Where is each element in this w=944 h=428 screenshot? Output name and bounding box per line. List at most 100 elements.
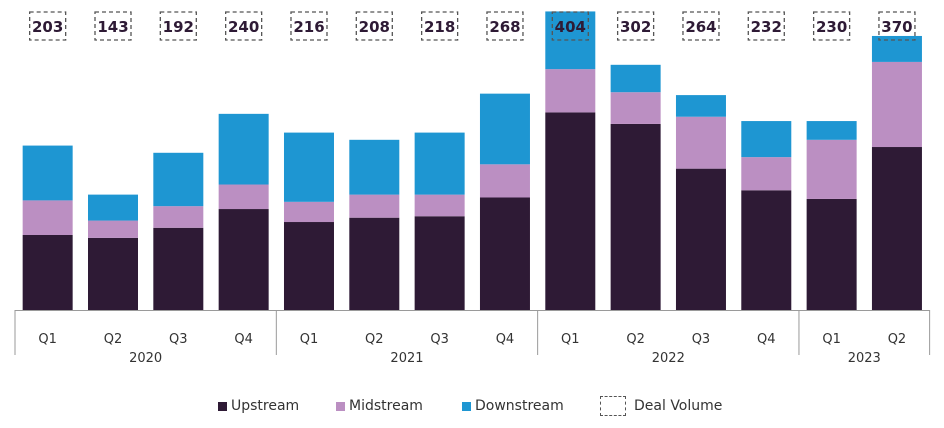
bar-segment-downstream-0 (22, 145, 73, 201)
x-tick-label: Q1 (561, 332, 580, 347)
bar-segment-midstream-10 (675, 116, 726, 169)
deal-volume-box (29, 11, 67, 41)
deal-volume-label: 264 (685, 18, 716, 36)
bar-segment-downstream-9 (610, 64, 661, 93)
bar-segment-upstream-8 (545, 112, 596, 311)
x-tick-label: Q3 (169, 332, 188, 347)
bars-layer (22, 11, 922, 311)
deal-volume-label: 370 (881, 18, 912, 36)
legend-item-deal-volume: Deal Volume (600, 392, 722, 420)
legend-label-deal-volume: Deal Volume (634, 398, 723, 414)
bar-segment-downstream-12 (806, 121, 857, 140)
bar-segment-downstream-1 (88, 194, 138, 221)
legend-swatch-deal-volume (600, 396, 626, 416)
bar-segment-downstream-5 (349, 139, 400, 195)
bar-segment-upstream-12 (806, 198, 857, 310)
bar-segment-midstream-0 (22, 200, 73, 235)
bar-segment-midstream-8 (545, 69, 596, 113)
bar-segment-downstream-6 (414, 132, 465, 195)
bar-segment-downstream-10 (675, 95, 726, 117)
deal-volume-label: 230 (816, 18, 847, 36)
bar-segment-upstream-9 (610, 123, 661, 310)
x-tick-label: Q4 (496, 332, 515, 347)
legend-item-midstream: Midstream (336, 392, 423, 420)
deal-volume-label: 143 (97, 18, 128, 36)
year-group-label: 2021 (390, 351, 423, 366)
bar-segment-downstream-2 (153, 152, 204, 207)
deal-volume-box (159, 11, 197, 41)
x-tick-label: Q4 (757, 332, 776, 347)
bar-segment-midstream-6 (414, 194, 465, 217)
bar-segment-upstream-5 (349, 217, 400, 310)
bar-segment-midstream-9 (610, 92, 661, 124)
deal-volume-box (225, 11, 263, 41)
deal-volume-label: 240 (228, 18, 259, 36)
deal-volume-layer: 203 143 192 240 216 208 218 268 404 302 264 232 230 3… (29, 11, 916, 41)
bar-segment-upstream-4 (283, 222, 334, 310)
deal-volume-box (812, 11, 851, 41)
deal-volume-label: 216 (293, 18, 324, 36)
legend-label-upstream: Upstream (231, 398, 300, 414)
bar-segment-upstream-13 (871, 147, 922, 310)
bar-segment-upstream-10 (675, 168, 726, 310)
legend-swatch-upstream (218, 401, 227, 411)
x-tick-label: Q2 (626, 332, 645, 347)
bar-segment-midstream-12 (806, 139, 857, 199)
bar-segment-midstream-5 (349, 194, 400, 218)
bar-segment-upstream-2 (153, 227, 204, 310)
deal-volume-box (486, 11, 524, 41)
x-tick-label: Q1 (38, 332, 57, 347)
x-axis: Q1 Q2 Q3 Q4 Q1 Q2 Q3 Q4 Q1 Q2 Q3 Q4 Q1 Q2 2020 2021 2022… (14, 310, 931, 366)
legend-item-downstream: Downstream (462, 392, 564, 420)
deal-volume-box (94, 11, 132, 41)
deal-volume-label: 302 (620, 18, 651, 36)
deal-volume-label: 218 (424, 18, 455, 36)
deal-volume-box (290, 11, 328, 41)
deal-volume-box (551, 11, 589, 41)
year-group-label: 2023 (848, 351, 881, 366)
deal-volume-box (878, 11, 916, 41)
deal-volume-box (420, 11, 459, 41)
bar-segment-midstream-13 (871, 61, 922, 148)
legend-swatch-downstream (462, 401, 471, 411)
x-tick-label: Q1 (300, 332, 319, 347)
year-group-label: 2020 (129, 351, 162, 366)
bar-segment-downstream-4 (283, 132, 334, 202)
bar-segment-midstream-11 (741, 157, 792, 191)
bar-segment-downstream-7 (479, 93, 530, 165)
legend: Upstream Midstream Downstream Deal Volum… (0, 392, 944, 420)
bar-segment-downstream-11 (741, 121, 792, 158)
legend-swatch-midstream (336, 401, 345, 411)
bar-segment-midstream-4 (283, 201, 334, 223)
x-tick-label: Q3 (430, 332, 449, 347)
deal-volume-box (747, 11, 785, 41)
deal-volume-label: 192 (163, 18, 194, 36)
x-tick-label: Q4 (234, 332, 253, 347)
bar-segment-upstream-3 (218, 209, 269, 310)
legend-label-midstream: Midstream (349, 398, 423, 414)
legend-label-downstream: Downstream (475, 398, 564, 414)
bar-segment-upstream-0 (22, 235, 73, 310)
deal-volume-label: 208 (359, 18, 390, 36)
bar-segment-upstream-11 (741, 190, 792, 310)
x-tick-label: Q1 (822, 332, 841, 347)
bar-segment-midstream-1 (88, 220, 138, 238)
bar-segment-downstream-3 (218, 113, 269, 185)
deal-volume-label: 232 (751, 18, 782, 36)
deal-volume-label: 203 (32, 18, 63, 36)
deal-volume-label: 268 (489, 18, 520, 36)
deal-volume-label: 404 (555, 18, 586, 36)
deal-volume-box (682, 11, 720, 41)
bar-segment-upstream-7 (479, 197, 530, 310)
x-tick-label: Q2 (365, 332, 384, 347)
year-group-label: 2022 (652, 351, 685, 366)
x-tick-label: Q3 (692, 332, 711, 347)
legend-item-upstream: Upstream (218, 392, 299, 420)
bar-segment-midstream-7 (479, 164, 530, 198)
x-tick-label: Q2 (104, 332, 123, 347)
bar-segment-midstream-2 (153, 206, 204, 228)
bar-segment-upstream-6 (414, 216, 465, 310)
bar-segment-midstream-3 (218, 184, 269, 210)
bar-segment-upstream-1 (88, 237, 138, 310)
